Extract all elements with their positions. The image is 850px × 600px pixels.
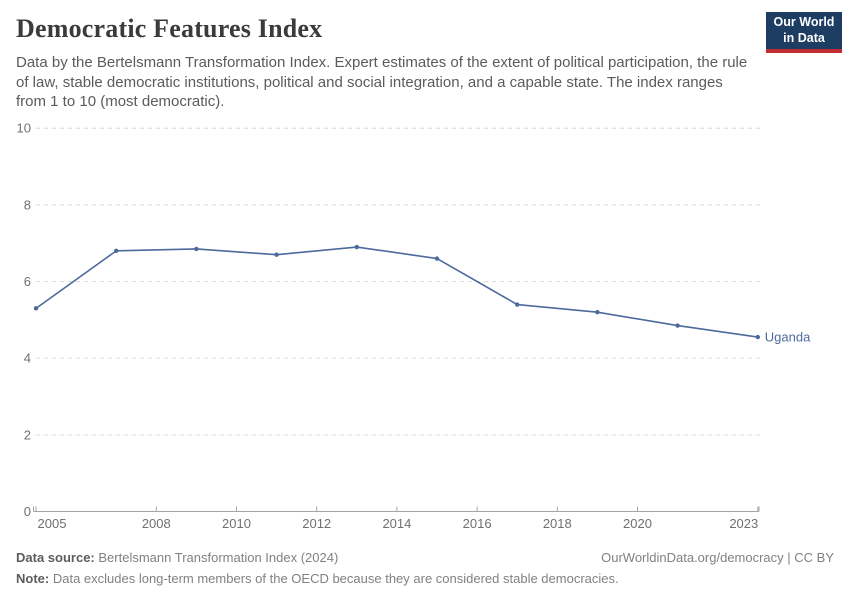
data-point-2005[interactable] <box>33 306 39 311</box>
data-source-text: Bertelsmann Transformation Index (2024) <box>98 550 339 565</box>
subtitle-line: Data by the Bertelsmann Transformation I… <box>16 54 748 71</box>
data-point-2007[interactable] <box>114 248 119 254</box>
x-tick-label-2005: 2005 <box>38 516 67 531</box>
data-source-label: Data source: <box>16 550 95 565</box>
y-tick-label-2: 2 <box>24 427 31 442</box>
x-tick-label-2012: 2012 <box>302 516 331 531</box>
x-tick-label-2020: 2020 <box>623 516 652 531</box>
chart-subtitle: Data by the Bertelsmann Transformation I… <box>16 53 756 112</box>
trend-line-uganda[interactable] <box>35 246 758 338</box>
data-point-2021[interactable] <box>675 323 680 328</box>
y-tick-label-6: 6 <box>24 274 31 289</box>
data-point-2019[interactable] <box>595 309 600 315</box>
data-point-2009[interactable] <box>194 246 199 252</box>
x-tick-label-2008: 2008 <box>142 516 171 531</box>
data-source-line: Data source: Bertelsmann Transformation … <box>16 547 834 568</box>
owid-license-link[interactable]: OurWorldinData.org/democracy | CC BY <box>601 550 834 565</box>
subtitle-line: of law, stable democratic institutions, … <box>16 73 723 91</box>
owid-logo-line1: Our World <box>773 15 835 29</box>
x-tick-label-2016: 2016 <box>463 516 492 531</box>
chart-header: Democratic Features Index Data by the Be… <box>16 13 756 112</box>
x-tick-label-2010: 2010 <box>222 516 251 531</box>
x-tick-label-2023: 2023 <box>729 516 758 531</box>
entity-label-uganda[interactable]: Uganda <box>765 330 811 345</box>
note-text: Data excludes long-term members of the O… <box>52 571 619 586</box>
x-tick-label-2014: 2014 <box>382 516 411 531</box>
chart-svg: 0 2 4 6 8 10 2005 2008 2010 2012 2014 2016 2018 2020 2… <box>17 121 812 531</box>
data-point-2017[interactable] <box>515 302 520 307</box>
y-tick-label-10: 10 <box>17 121 31 136</box>
note-label: Note: <box>16 571 50 586</box>
data-point-2013[interactable] <box>354 244 359 250</box>
x-tick-label-2018: 2018 <box>543 516 572 531</box>
y-tick-label-0: 0 <box>24 504 31 519</box>
subtitle-line: from 1 to 10 (most democratic). <box>16 93 225 110</box>
data-point-2011[interactable] <box>274 252 279 257</box>
y-tick-label-8: 8 <box>24 197 31 212</box>
owid-logo-line2: in Data <box>783 30 825 45</box>
chart-title: Democratic Features Index <box>16 14 323 43</box>
data-point-2023[interactable] <box>755 334 760 340</box>
chart-footer: Data source: Bertelsmann Transformation … <box>16 547 834 589</box>
y-tick-label-4: 4 <box>24 351 31 366</box>
data-point-2015[interactable] <box>434 256 440 261</box>
note-line: Note: Data excludes long-term members of… <box>16 568 834 589</box>
owid-logo[interactable]: Our World in Data <box>766 12 842 53</box>
